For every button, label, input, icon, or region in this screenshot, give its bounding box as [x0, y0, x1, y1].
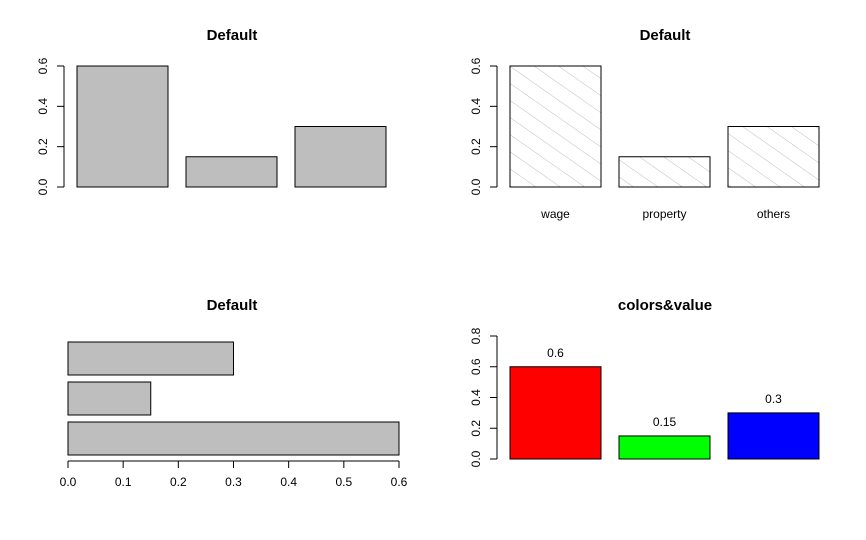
value-label: 0.3	[765, 392, 782, 406]
value-label: 0.6	[547, 346, 564, 360]
y-tick-label: 0.8	[469, 327, 483, 344]
bar	[727, 126, 820, 188]
x-tick-label: 0.3	[225, 475, 242, 489]
y-tick-label: 0.0	[36, 178, 50, 195]
bar	[618, 435, 711, 460]
bar	[67, 421, 400, 456]
bar	[727, 412, 820, 460]
y-tick-label: 0.2	[36, 138, 50, 155]
x-tick-label: 0.2	[170, 475, 187, 489]
value-label: 0.15	[653, 415, 677, 429]
y-tick-label: 0.0	[469, 450, 483, 467]
category-label: property	[642, 207, 686, 221]
x-tick-label: 0.5	[335, 475, 352, 489]
bar	[67, 381, 152, 416]
x-tick-label: 0.4	[280, 475, 297, 489]
bar	[618, 156, 711, 188]
panel-top-right: Default wage property others 0.0 0.2 0.4 0.6	[469, 27, 820, 221]
category-label: wage	[540, 207, 570, 221]
y-tick-label: 0.6	[36, 57, 50, 74]
y-tick-label: 0.4	[469, 98, 483, 115]
y-tick-label: 0.6	[469, 57, 483, 74]
panel-bottom-right: colors&value 0.6 0.15 0.3 0.0 0.2 0.4 0.6 0.8	[469, 297, 820, 467]
y-tick-label: 0.0	[469, 178, 483, 195]
y-tick-label: 0.2	[469, 420, 483, 437]
bar	[509, 65, 602, 188]
category-label: others	[757, 207, 790, 221]
panel-title: colors&value	[618, 297, 712, 314]
y-tick-label: 0.2	[469, 138, 483, 155]
bar	[67, 341, 234, 376]
y-tick-label: 0.4	[469, 389, 483, 406]
x-tick-label: 0.0	[60, 475, 77, 489]
bar	[76, 65, 169, 188]
panel-title: Default	[640, 27, 691, 44]
panel-title: Default	[207, 297, 258, 314]
x-tick-label: 0.1	[115, 475, 132, 489]
bar	[509, 366, 602, 460]
panel-bottom-left: Default 0.0 0.1 0.2 0.3 0.4 0.5 0.6	[60, 297, 408, 489]
panel-title: Default	[207, 27, 258, 44]
y-tick-label: 0.4	[36, 98, 50, 115]
bar	[294, 126, 387, 188]
x-tick-label: 0.6	[391, 475, 408, 489]
panel-top-left: Default 0.0 0.2 0.4 0.6	[36, 27, 387, 195]
y-tick-label: 0.6	[469, 358, 483, 375]
bar	[185, 156, 278, 188]
